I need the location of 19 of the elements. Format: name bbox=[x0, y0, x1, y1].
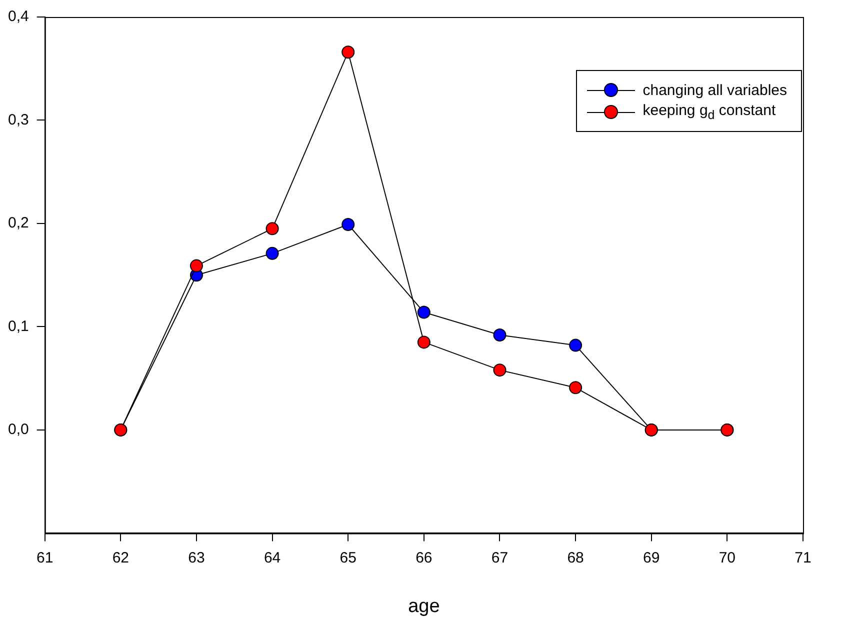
legend-label: keeping g$_{d}$ constant bbox=[642, 102, 776, 122]
x-tick-label: 67 bbox=[491, 549, 508, 566]
legend-label: changing all variables bbox=[642, 82, 787, 98]
x-tick-label: 63 bbox=[188, 549, 205, 566]
y-tick-label: 0,0 bbox=[8, 421, 29, 438]
y-tick-label: 0,1 bbox=[8, 318, 29, 335]
x-axis-title: age bbox=[408, 596, 440, 617]
x-tick-label: 64 bbox=[264, 549, 281, 566]
x-tick-label: 68 bbox=[567, 549, 584, 566]
x-tick-label: 70 bbox=[718, 549, 736, 566]
y-tick-label: 0,3 bbox=[8, 111, 29, 128]
y-tick-label: 0,4 bbox=[8, 8, 29, 26]
x-tick-label: 65 bbox=[340, 549, 356, 566]
x-tick-label: 61 bbox=[36, 549, 54, 566]
y-tick-label: 0,2 bbox=[8, 214, 29, 232]
x-tick-label: 62 bbox=[112, 549, 130, 566]
x-tick-label: 71 bbox=[794, 549, 812, 566]
x-tick-label: 69 bbox=[643, 549, 660, 566]
x-tick-label: 66 bbox=[416, 549, 432, 566]
